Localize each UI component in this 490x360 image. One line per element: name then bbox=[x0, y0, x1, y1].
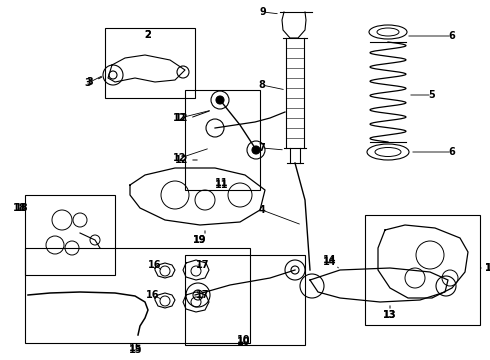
Text: 13: 13 bbox=[383, 310, 397, 320]
Text: 11: 11 bbox=[215, 180, 229, 190]
Text: 10: 10 bbox=[237, 335, 251, 345]
Text: 4: 4 bbox=[259, 205, 266, 215]
Bar bbox=[185, 90, 260, 190]
Text: 14: 14 bbox=[323, 255, 337, 265]
Text: 12: 12 bbox=[173, 113, 187, 123]
Text: 11: 11 bbox=[215, 178, 229, 188]
Circle shape bbox=[216, 96, 224, 104]
Text: 3: 3 bbox=[85, 78, 91, 88]
Text: 18: 18 bbox=[13, 203, 27, 213]
Text: 18: 18 bbox=[15, 203, 29, 213]
Text: 13: 13 bbox=[383, 310, 397, 320]
Text: 10: 10 bbox=[237, 337, 251, 347]
Bar bbox=[25, 195, 115, 275]
Text: 17: 17 bbox=[196, 260, 210, 270]
Text: 2: 2 bbox=[145, 30, 151, 40]
Bar bbox=[25, 248, 250, 343]
Text: 7: 7 bbox=[259, 143, 266, 153]
Text: 12: 12 bbox=[175, 113, 189, 123]
Text: 19: 19 bbox=[193, 235, 207, 245]
Text: 12: 12 bbox=[173, 153, 187, 163]
Text: 2: 2 bbox=[145, 30, 151, 40]
Bar bbox=[185, 255, 305, 345]
Text: 15: 15 bbox=[129, 343, 143, 353]
Bar bbox=[105, 28, 195, 98]
Text: 16: 16 bbox=[146, 290, 160, 300]
Text: 5: 5 bbox=[429, 90, 436, 100]
Text: 15: 15 bbox=[129, 345, 143, 355]
Text: 6: 6 bbox=[449, 31, 455, 41]
Text: 6: 6 bbox=[449, 147, 455, 157]
Text: 12: 12 bbox=[175, 155, 189, 165]
Text: 3: 3 bbox=[87, 77, 94, 87]
Bar bbox=[365, 215, 480, 325]
Circle shape bbox=[252, 146, 260, 154]
Text: 9: 9 bbox=[260, 7, 267, 17]
Text: 17: 17 bbox=[196, 290, 210, 300]
Text: 14: 14 bbox=[323, 257, 337, 267]
Text: 1: 1 bbox=[485, 263, 490, 273]
Text: 8: 8 bbox=[259, 80, 266, 90]
Text: 16: 16 bbox=[148, 260, 162, 270]
Text: 19: 19 bbox=[193, 235, 207, 245]
Text: 1: 1 bbox=[485, 263, 490, 273]
